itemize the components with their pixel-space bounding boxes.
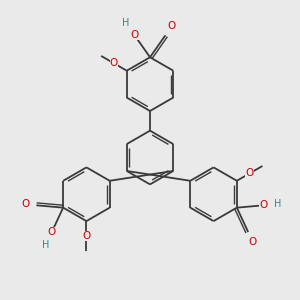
Text: O: O: [22, 200, 30, 209]
Text: H: H: [42, 240, 49, 250]
Text: O: O: [249, 237, 257, 247]
Text: O: O: [260, 200, 268, 210]
Text: O: O: [167, 22, 176, 32]
Text: H: H: [274, 199, 282, 209]
Text: O: O: [82, 231, 91, 241]
Text: O: O: [130, 30, 139, 40]
Text: O: O: [48, 227, 56, 237]
Text: O: O: [110, 58, 118, 68]
Text: H: H: [122, 18, 130, 28]
Text: O: O: [245, 168, 254, 178]
